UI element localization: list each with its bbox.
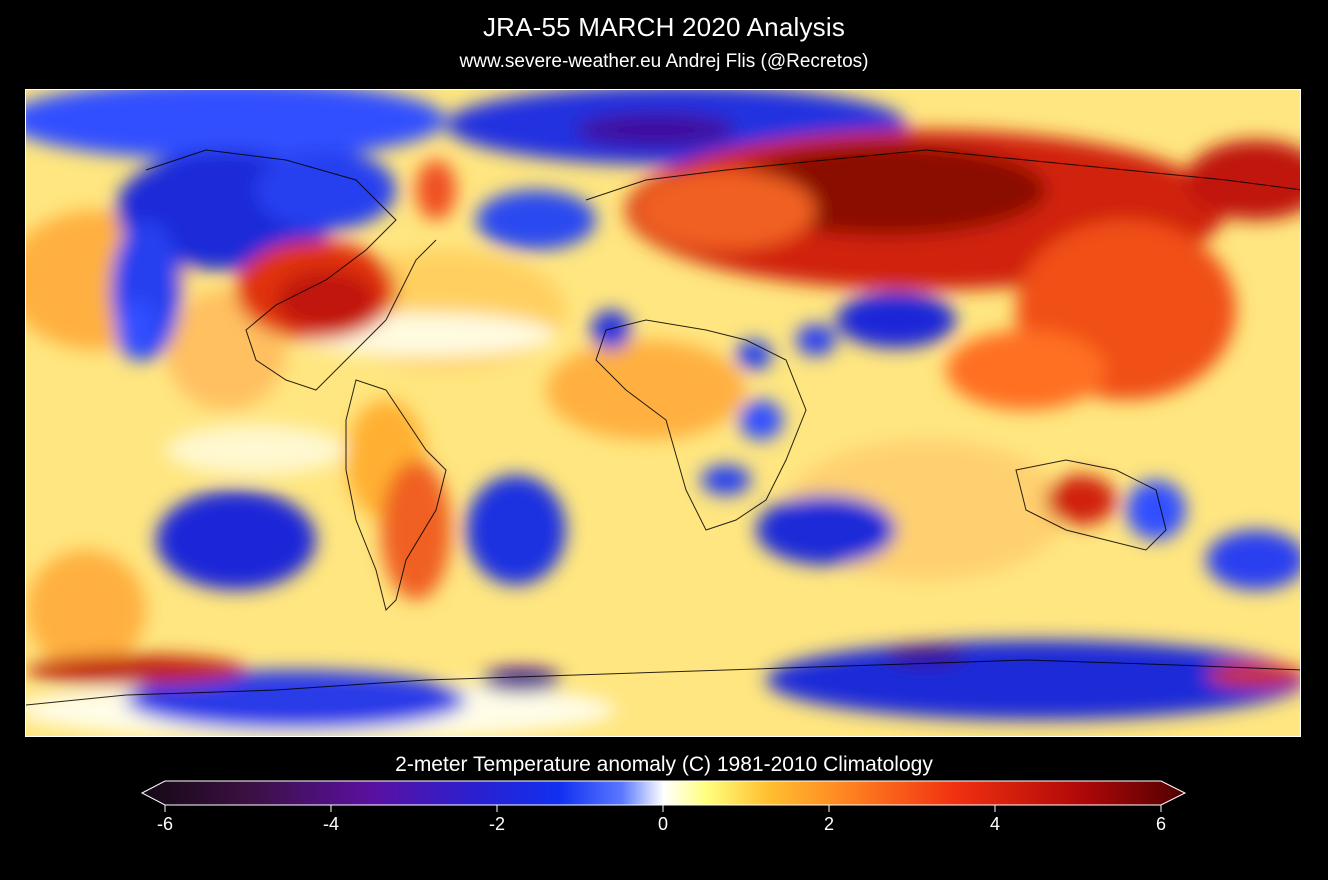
colorbar-tick-label: 2 xyxy=(823,814,835,834)
colorbar-tick-label: 0 xyxy=(657,814,669,834)
colorbar-tick-label: -6 xyxy=(156,814,174,834)
anomaly-field xyxy=(26,90,1300,736)
colorbar xyxy=(140,780,1187,812)
colorbar-gradient xyxy=(140,780,1187,806)
map-title: JRA-55 MARCH 2020 Analysis xyxy=(482,12,846,42)
anomaly-map xyxy=(25,89,1301,737)
colorbar-title: 2-meter Temperature anomaly (C) 1981-201… xyxy=(395,753,933,776)
map-subtitle: www.severe-weather.eu Andrej Flis (@Recr… xyxy=(459,51,869,72)
colorbar-tick-label: -4 xyxy=(322,814,340,834)
colorbar-tick-label: 6 xyxy=(1155,814,1167,834)
colorbar-tick-label: -2 xyxy=(488,814,506,834)
colorbar-tick-label: 4 xyxy=(989,814,1001,834)
